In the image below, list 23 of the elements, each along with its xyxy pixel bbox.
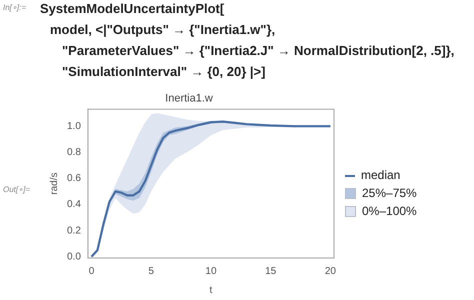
text: In[∘]:= [3, 3, 26, 12]
text: "SimulationInterval" → {0, 20} |>] [62, 64, 266, 79]
x-tick-label: 0 [88, 266, 95, 277]
legend-label: median [360, 168, 402, 182]
x-axis-title: t [210, 284, 213, 296]
text: Out[∘]= [3, 185, 30, 194]
legend-label: 0%–100% [361, 204, 417, 218]
chart-title: Inertia1.w [165, 92, 213, 105]
text: model, <|"Outputs" → {"Inertia1.w"}, [50, 22, 276, 37]
x-tick-label: 5 [148, 266, 154, 277]
y-tick-label: 0.0 [66, 251, 82, 262]
x-tick-label: 10 [205, 266, 217, 277]
x-tick-label: 15 [265, 266, 277, 277]
text: "ParameterValues" → {"Inertia2.J" → NormalDistribution[2, .5]}, [62, 43, 454, 58]
y-tick-label: 0.2 [66, 225, 82, 236]
y-axis-title: rad/s [48, 172, 60, 195]
x-tick-label: 20 [324, 266, 336, 277]
legend-label: 25%–75% [361, 186, 417, 200]
y-tick-label: 0.4 [66, 199, 82, 210]
y-tick-label: 0.8 [66, 147, 82, 158]
y-tick-label: 1.0 [66, 120, 82, 132]
text: SystemModelUncertaintyPlot[ [40, 1, 224, 16]
y-tick-label: 0.6 [66, 173, 82, 184]
